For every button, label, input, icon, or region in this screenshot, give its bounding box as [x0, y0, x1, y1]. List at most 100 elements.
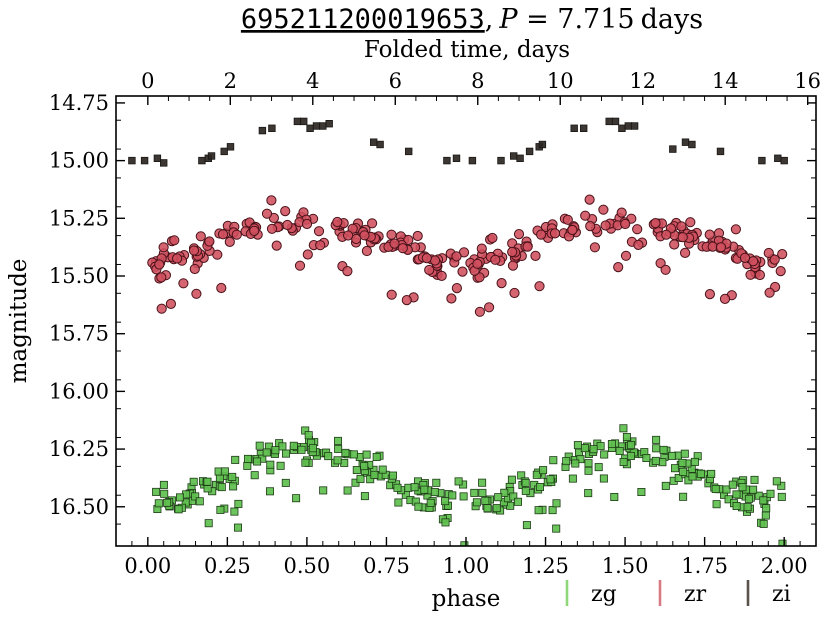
series-zg-point — [174, 505, 183, 514]
series-zg-point — [253, 457, 262, 466]
series-zi-point — [293, 117, 302, 126]
y-tick-label: 15.50 — [49, 264, 109, 288]
series-zr-point — [719, 293, 731, 304]
series-zi-point — [618, 124, 626, 132]
title-period-value: 7.715 — [557, 4, 634, 35]
series-zg-point — [627, 441, 636, 450]
series-zr-point — [261, 208, 273, 219]
series-zr-point — [216, 282, 227, 294]
series-zg-point — [596, 442, 605, 451]
series-zg-point — [599, 474, 608, 483]
series-zg-point — [243, 454, 252, 463]
x-tick-label: 0.25 — [204, 554, 251, 578]
series-zr-point — [271, 240, 282, 251]
series-zg-point — [414, 502, 423, 511]
series-zg-point — [349, 450, 358, 459]
series-zg-point — [454, 477, 463, 486]
series-zg-point — [711, 484, 720, 493]
top-x-tick-label: 16 — [794, 69, 821, 93]
series-zg-point — [584, 489, 593, 498]
series-zg-point — [234, 499, 243, 508]
series-zr-point — [204, 236, 215, 247]
series-zr-point — [650, 218, 661, 229]
series-zg-point — [448, 491, 457, 500]
series-zg-point — [360, 462, 369, 471]
series-zg-point — [478, 478, 487, 487]
top-x-tick-label: 0 — [141, 69, 154, 93]
y-tick-label: 15.75 — [49, 322, 109, 346]
series-zr-point — [769, 254, 780, 265]
series-zg-point — [228, 472, 237, 481]
series-zr-point — [302, 249, 313, 260]
series-zr-point — [704, 229, 715, 240]
series-zi-point — [516, 154, 524, 162]
series-zi-point — [226, 143, 235, 151]
series-zi-point — [570, 124, 578, 132]
series-zr-point — [158, 242, 169, 253]
series-zg-point — [255, 441, 264, 450]
series-zr-point — [764, 287, 775, 298]
series-zg-point — [668, 451, 677, 460]
series-zg-point — [308, 444, 317, 453]
series-zg-point — [483, 504, 492, 513]
series-zr-point — [715, 242, 727, 253]
series-zg-point — [619, 457, 628, 466]
series-zi-point — [153, 154, 162, 162]
series-zg-point — [696, 469, 705, 478]
series-zi-point — [669, 145, 677, 153]
series-zg-point — [759, 496, 768, 505]
series-zg-point — [304, 431, 313, 440]
series-zr-point — [707, 241, 718, 252]
series-zr-point — [513, 229, 525, 240]
series-zi-point — [319, 122, 327, 130]
series-zg-point — [610, 492, 619, 501]
series-zg-point — [265, 487, 274, 496]
series-zi-point — [681, 138, 690, 146]
top-x-tick-label: 8 — [471, 69, 484, 93]
series-zr-point — [156, 272, 167, 283]
series-zg-point — [334, 444, 343, 453]
series-zi-point — [688, 140, 696, 149]
series-zg-point — [732, 490, 741, 499]
x-tick-label: 0.00 — [124, 554, 171, 578]
series-zi-point — [780, 156, 788, 165]
series-zg-point — [266, 460, 275, 469]
series-zg-point — [738, 483, 747, 492]
series-zr-point — [754, 269, 766, 281]
series-zg-point — [778, 539, 787, 546]
series-zg-point — [777, 481, 786, 490]
series-zr-point — [632, 224, 643, 235]
series-zr-point — [342, 266, 353, 277]
series-zg-point — [777, 492, 786, 501]
series-zi-point — [580, 124, 588, 132]
series-zr-point — [386, 289, 397, 300]
series-zg-point — [514, 497, 523, 506]
series-zg-point — [231, 455, 240, 464]
series-zr-point — [313, 226, 325, 237]
series-zr-point — [522, 241, 533, 252]
series-zr-point — [704, 289, 716, 300]
series-zg-point — [203, 477, 212, 486]
series-zr-point — [549, 228, 561, 239]
x-tick-label: 1.00 — [443, 554, 490, 578]
series-zg-point — [762, 504, 771, 513]
series-zr-point — [677, 232, 688, 243]
series-zr-point — [224, 236, 235, 247]
series-zg-point — [233, 523, 242, 532]
series-zi-point — [376, 140, 384, 149]
series-zg-point — [481, 496, 490, 505]
series-zg-point — [659, 445, 668, 454]
x-tick-label: 2.00 — [761, 554, 808, 578]
series-zr-point — [685, 217, 696, 228]
series-zr-point — [507, 246, 518, 258]
series-zr-point — [484, 302, 495, 313]
series-zr-point — [739, 252, 751, 263]
x-axis-title: phase — [432, 586, 501, 612]
series-zg-point — [393, 483, 402, 492]
title-equals: = — [518, 4, 558, 35]
series-zr-point — [584, 194, 595, 205]
series-zr-point — [188, 245, 200, 256]
series-zi-point — [605, 117, 613, 126]
series-zi-point — [268, 124, 276, 132]
